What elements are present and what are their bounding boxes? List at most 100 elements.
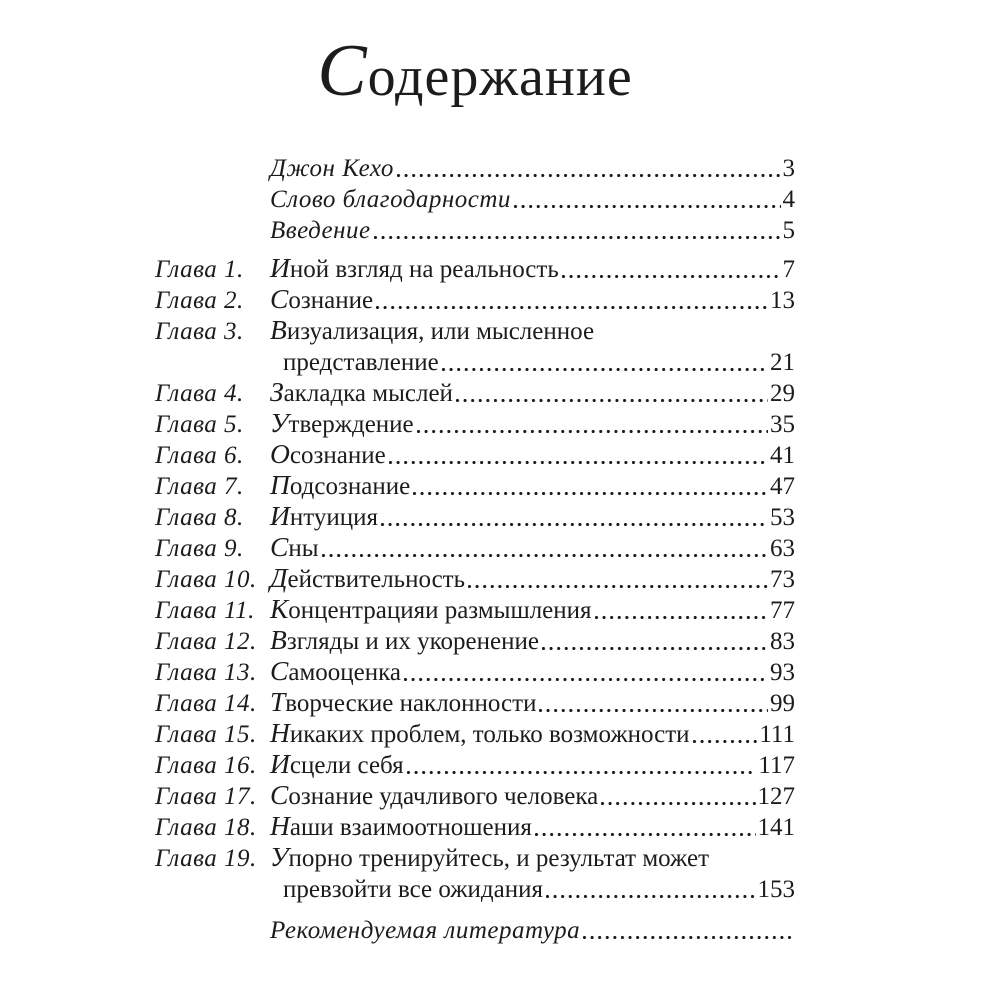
dot-leader [376,284,768,316]
page-number: 35 [770,410,795,438]
entry-line: Творческие наклонности 99 [270,685,795,719]
entry-body: Действительность 73 [270,561,795,595]
page-number: 111 [759,720,795,748]
entry-title: Введение [270,216,371,244]
entry-line: Действительность 73 [270,561,795,595]
page-title: Содержание [317,29,633,111]
chapter-label: Глава 13. [155,658,257,686]
entry-line: Введение 5 [270,214,795,246]
chapter-label: Глава 8. [155,503,244,531]
fancy-initial: В [270,623,287,655]
entry-line: Наши взаимоотношения 141 [270,809,796,843]
dot-leader [468,563,768,595]
toc-entry: Глава 10. Действительность 73 [155,561,795,595]
dot-leader [594,594,768,626]
entry-title: Упорно тренируйтесь, и результат может [270,840,710,872]
chapter-label: Глава 7. [155,472,244,500]
entry-line: Иной взгляд на реальность 7 [270,251,796,285]
entry-body: Рекомендуемая литература [270,914,795,946]
entry-title: Сны [270,530,319,562]
entry-line: Визуализация, или мысленное [270,313,795,347]
dot-leader [455,377,768,409]
page-number: 3 [782,154,796,182]
page-number: 117 [758,751,795,779]
entry-body: Упорно тренируйтесь, и результат может пр… [270,840,796,905]
entry-body: Никаких проблем, только возможности 111 [270,718,795,750]
entry-body: Осознание 41 [270,439,795,471]
fancy-initial: С [270,282,289,314]
entry-title: Джон Кехо [270,154,394,182]
page-number: 153 [757,875,796,903]
entry-body: Введение 5 [270,214,795,246]
toc-entry: Глава 2. Сознание 13 [155,282,795,316]
chapter-label: Глава 5. [155,410,244,438]
entry-title: Утверждение [270,406,414,438]
chapter-label: Глава 9. [155,534,244,562]
toc-entry: Глава 15. Никаких проблем, только возможн… [155,718,795,750]
toc-entry: Глава 13. Самооценка 93 [155,654,795,688]
page-number: 7 [782,255,796,283]
fancy-initial: Н [270,809,290,841]
fancy-initial: С [270,778,289,810]
fancy-initial: И [270,251,290,283]
chapter-label: Глава 4. [155,379,244,407]
entry-title: Действительность [270,561,466,593]
chapter-label: Глава 3. [155,317,244,345]
page-number: 93 [770,658,795,686]
entry-body: Иной взгляд на реальность 7 [270,251,796,285]
entry-body: Взгляды и их укоренение 83 [270,623,795,657]
entry-line: Взгляды и их укоренение 83 [270,623,795,657]
entry-title: Слово благодарности [270,185,511,213]
toc-entry: Глава 14. Творческие наклонности 99 [155,685,795,719]
fancy-initial: И [270,747,290,779]
toc-entry: Глава 5. Утверждение 35 [155,406,795,440]
page-number: 77 [770,596,795,624]
page-number: 141 [757,813,796,841]
entry-title: Исцели себя [270,747,404,779]
dot-leader [539,687,768,719]
entry-body: Подсознание 47 [270,470,795,502]
chapter-label: Глава 14. [155,689,257,717]
entry-title: Концентрацияи размышления [270,592,592,624]
chapter-label: Глава 2. [155,286,244,314]
dot-leader [373,214,781,246]
entry-title: Визуализация, или мысленное [270,313,595,345]
dot-leader [413,470,768,502]
page-number: 63 [770,534,795,562]
page-number: 29 [770,379,795,407]
page-content: Содержание Джон Кехо 3 Слово благодарности… [155,0,795,946]
toc-list: Джон Кехо 3 Слово благодарности 4 Введение 5 Г… [155,152,796,946]
toc-entry: Глава 1. Иной взгляд на реальность 7 [155,251,796,285]
toc-entry: Глава 8. Интуиция 53 [155,501,795,533]
page-number: 99 [770,689,795,717]
entry-line: Сознание удачливого человека 127 [270,778,795,812]
dot-leader [545,873,756,905]
fancy-initial: К [270,592,289,624]
entry-title: превзойти все ожидания [283,875,543,903]
toc-entry: Глава 9. Сны 63 [155,530,795,564]
dot-leader [534,811,756,843]
entry-body: Утверждение 35 [270,406,795,440]
entry-title: Наши взаимоотношения [270,809,532,841]
entry-line: Подсознание 47 [270,470,795,502]
dot-leader [583,914,793,946]
fancy-initial: У [270,406,289,438]
entry-line: Самооценка 93 [270,654,795,688]
entry-body: Самооценка 93 [270,654,795,688]
toc-entry: Рекомендуемая литература [155,914,795,946]
toc-entry: Глава 7. Подсознание 47 [155,470,795,502]
entry-title: Творческие наклонности [270,685,537,717]
toc-entry: Глава 11. Концентрацияи размышления 77 [155,592,795,626]
toc-entry: Глава 16. Исцели себя 117 [155,747,795,781]
fancy-initial: С [270,654,289,686]
entry-line: превзойти все ожидания 153 [283,873,796,905]
entry-body: Наши взаимоотношения 141 [270,809,796,843]
entry-title: Иной взгляд на реальность [270,251,559,283]
entry-body: Сознание 13 [270,282,795,316]
dot-leader [381,501,768,533]
page-number: 73 [770,565,795,593]
entry-title: Рекомендуемая литература [270,916,581,944]
page-number: 47 [770,472,795,500]
toc-entry: Джон Кехо 3 [155,152,796,184]
toc-entry: Глава 19. Упорно тренируйтесь, и результа… [155,840,796,905]
